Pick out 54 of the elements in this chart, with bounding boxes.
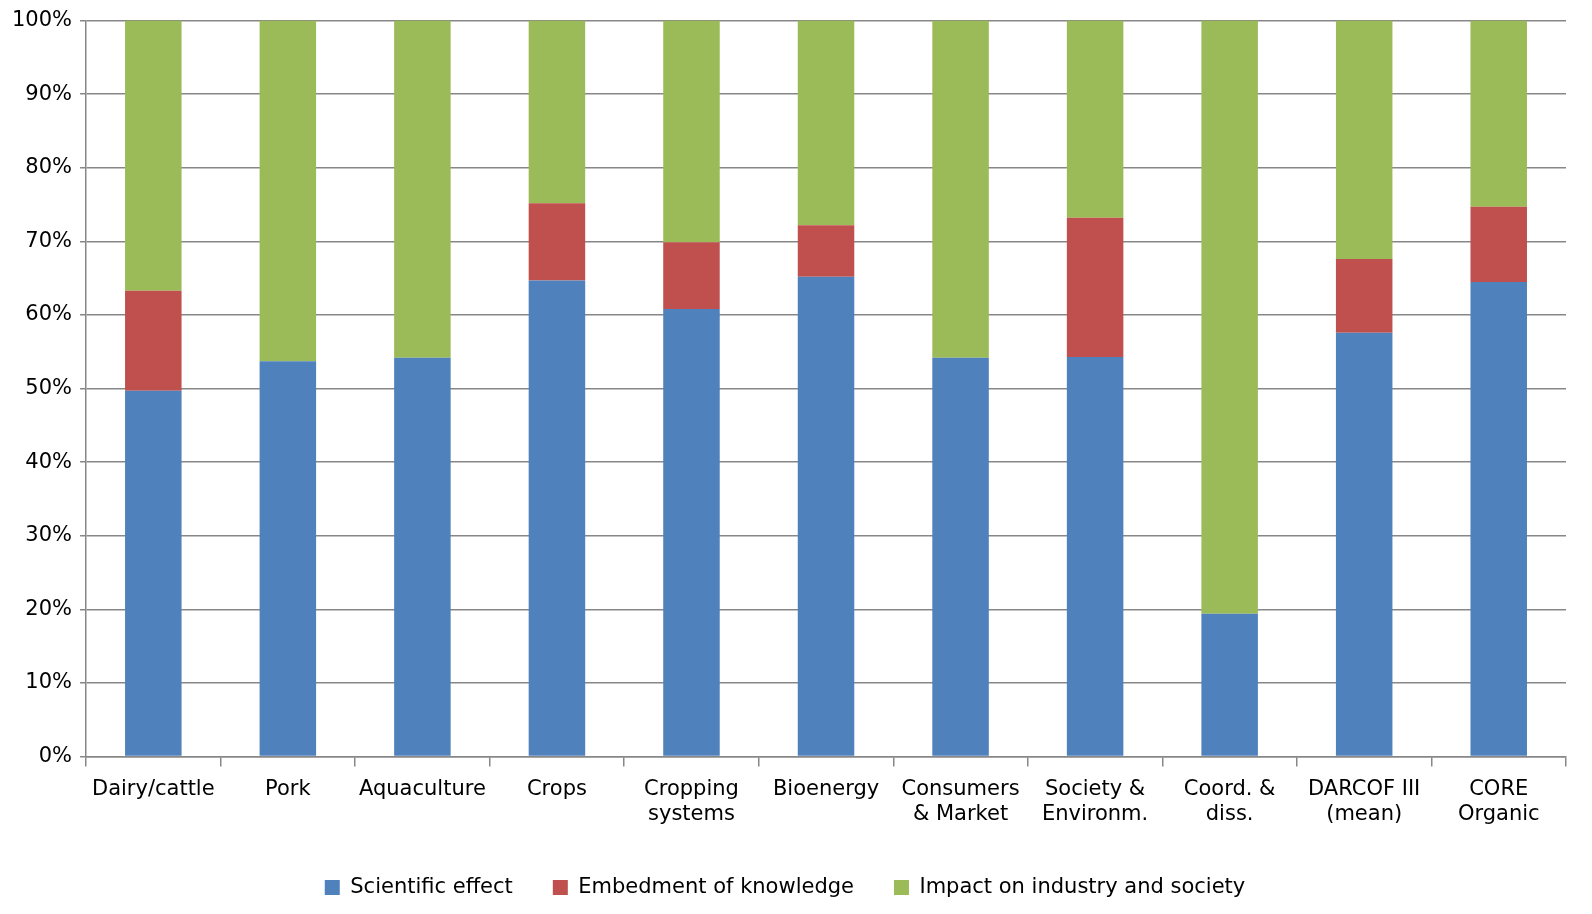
bar [1201, 613, 1258, 756]
y-tick-label: 60% [25, 301, 73, 326]
bar [394, 357, 451, 756]
bar [932, 20, 989, 358]
bar [1066, 20, 1124, 218]
x-tick-label: Bioenergy [772, 775, 880, 800]
x-tick-label: Cropping systems [644, 775, 739, 825]
y-tick-label: 20% [25, 595, 73, 620]
y-tick-label: 0% [38, 743, 73, 768]
bar [1335, 20, 1393, 260]
x-tick-label: Crops [526, 775, 587, 800]
bar [125, 390, 182, 756]
y-tick-label: 40% [25, 448, 73, 473]
y-tick-label: 50% [25, 375, 73, 400]
bar [1470, 20, 1527, 207]
x-tick-label: Dairy/cattle [91, 775, 215, 800]
legend-label: Scientific effect [350, 873, 513, 898]
bar [663, 242, 720, 310]
bar [663, 20, 720, 243]
bar [1470, 206, 1527, 282]
bar [528, 20, 586, 204]
bar [528, 203, 586, 281]
bar [1066, 356, 1124, 756]
bar [125, 20, 182, 291]
x-tick-label: Consumers & Market [901, 775, 1020, 825]
y-tick-label: 10% [25, 669, 73, 694]
x-tick-label: Aquaculture [358, 775, 486, 800]
bar [797, 225, 855, 277]
y-tick-label: 80% [25, 154, 73, 179]
x-tick-label: DARCOF III (mean) [1308, 775, 1421, 825]
bar [932, 357, 989, 756]
bar [663, 309, 720, 756]
x-tick-label: Coord. & diss. [1183, 775, 1276, 825]
x-tick-label: Pork [265, 775, 312, 800]
bar [1335, 332, 1393, 756]
y-tick-label: 90% [25, 80, 73, 105]
bar [1066, 217, 1124, 357]
bar [1201, 20, 1258, 614]
bar [797, 276, 855, 756]
y-tick-label: 70% [25, 227, 73, 252]
bar [1335, 259, 1393, 333]
bar [259, 20, 317, 362]
bar [125, 290, 182, 391]
legend-label: Impact on industry and society [919, 873, 1246, 898]
x-tick-label: Society & Environm. [1041, 775, 1149, 825]
y-tick-label: 30% [25, 522, 73, 547]
legend-label: Embedment of knowledge [578, 873, 854, 898]
y-tick-label: 100% [11, 7, 73, 32]
bar [1470, 281, 1527, 756]
bar [797, 20, 855, 226]
bar [528, 280, 586, 756]
bar [259, 361, 317, 756]
bar [394, 20, 451, 358]
x-tick-label: CORE Organic [1457, 775, 1540, 825]
